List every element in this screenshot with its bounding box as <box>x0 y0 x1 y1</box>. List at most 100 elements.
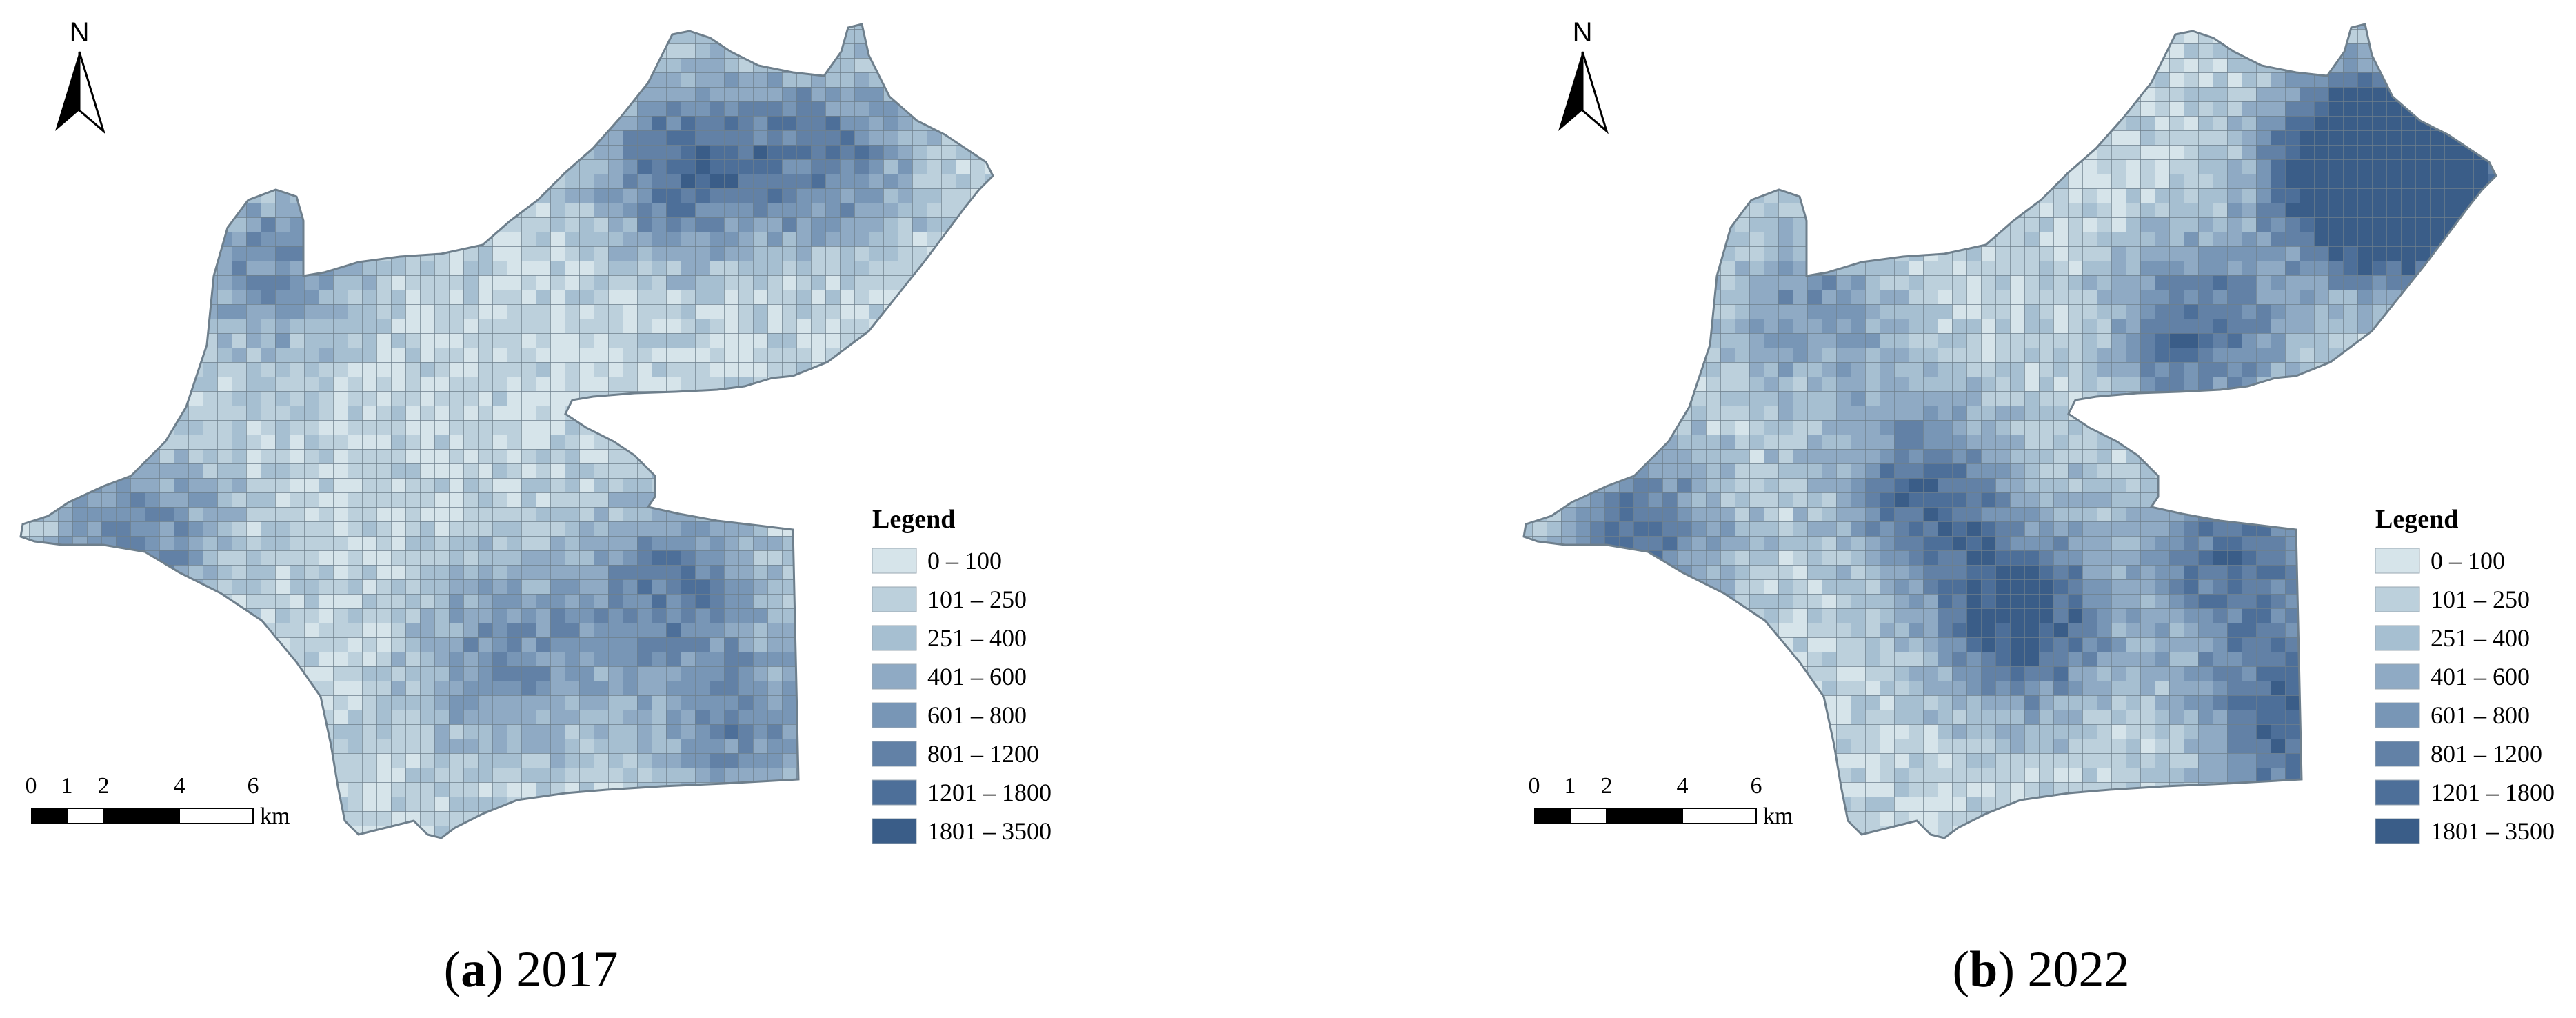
grid-cell <box>21 174 29 188</box>
grid-cell <box>941 290 956 304</box>
grid-cell <box>637 826 652 838</box>
grid-cell <box>2053 0 2068 14</box>
grid-cell <box>159 43 174 58</box>
grid-cell <box>521 43 536 58</box>
grid-cell <box>101 43 116 58</box>
grid-cell <box>21 565 29 579</box>
grid-cell <box>101 753 116 768</box>
grid-cell <box>811 406 825 420</box>
legend-label: 601 – 800 <box>927 701 1027 729</box>
grid-cell <box>1028 492 1043 507</box>
grid-cell <box>1981 43 1995 58</box>
grid-cell <box>623 43 637 58</box>
grid-cell <box>449 87 463 101</box>
grid-cell <box>565 797 579 811</box>
grid-cell <box>58 246 72 261</box>
grid-cell <box>0 261 14 275</box>
grid-cell <box>1633 87 1648 101</box>
grid-cell <box>492 72 507 87</box>
grid-cell <box>145 290 159 304</box>
grid-cell <box>565 101 579 116</box>
grid-cell <box>1720 0 1735 14</box>
grid-cell <box>681 406 695 420</box>
grid-cell <box>970 463 985 478</box>
grid-cell <box>840 840 854 855</box>
grid-cell <box>941 101 956 116</box>
grid-cell <box>521 58 536 72</box>
grid-cell <box>1028 623 1043 637</box>
grid-cell <box>275 159 290 174</box>
grid-cell <box>2140 24 2155 29</box>
grid-cell <box>767 507 782 521</box>
grid-cell <box>956 449 970 463</box>
grid-cell <box>116 232 130 246</box>
grid-cell <box>203 594 217 608</box>
grid-cell <box>724 855 738 869</box>
grid-cell <box>203 159 217 174</box>
grid-cell <box>0 232 14 246</box>
grid-cell <box>72 608 87 623</box>
grid-cell <box>536 811 550 826</box>
grid-cell <box>246 826 261 838</box>
grid-cell <box>21 406 29 420</box>
grid-cell <box>21 492 29 507</box>
grid-cell <box>710 826 724 838</box>
grid-cell <box>1720 116 1735 130</box>
grid-cell <box>130 362 145 377</box>
grid-cell <box>811 463 825 478</box>
grid-cell <box>956 319 970 333</box>
grid-cell <box>796 521 811 536</box>
grid-cell <box>2068 0 2082 14</box>
grid-cell <box>478 826 492 838</box>
grid-cell <box>203 58 217 72</box>
scale-bar: 0 1 2 4 6 km <box>26 773 290 829</box>
grid-cell <box>840 753 854 768</box>
grid-cell <box>58 652 72 666</box>
grid-cell <box>738 463 753 478</box>
grid-cell <box>594 87 608 101</box>
grid-cell <box>883 319 898 333</box>
grid-cell <box>58 449 72 463</box>
grid-cell <box>666 855 681 869</box>
grid-cell <box>753 507 767 521</box>
grid-cell <box>681 478 695 492</box>
grid-cell <box>188 290 203 304</box>
grid-cell <box>72 174 87 188</box>
grid-cell <box>290 811 304 826</box>
grid-cell <box>116 24 130 29</box>
grid-cell <box>0 507 14 521</box>
grid-cell <box>637 420 652 435</box>
grid-cell <box>116 666 130 681</box>
grid-cell <box>58 550 72 565</box>
grid-cell <box>275 724 290 739</box>
grid-cell <box>319 840 333 855</box>
grid-cell <box>58 681 72 695</box>
grid-cell <box>1909 24 1923 29</box>
grid-cell <box>565 145 579 159</box>
grid-cell <box>1604 0 1619 14</box>
grid-cell <box>72 246 87 261</box>
grid-cell <box>0 536 14 550</box>
grid-cell <box>898 449 912 463</box>
grid-cell <box>1619 0 1633 14</box>
grid-cell <box>724 463 738 478</box>
grid-cell <box>376 232 391 246</box>
grid-cell <box>43 290 58 304</box>
grid-cell <box>391 116 405 130</box>
grid-cell <box>1938 87 1952 101</box>
grid-cell <box>72 739 87 753</box>
grid-cell <box>463 101 478 116</box>
grid-cell <box>1706 72 1720 87</box>
grid-cell <box>463 87 478 101</box>
grid-cell <box>145 710 159 724</box>
grid-cell <box>2488 87 2496 101</box>
grid-cell <box>1662 43 1677 58</box>
grid-cell <box>999 72 1014 87</box>
grid-cell <box>116 565 130 579</box>
grid-cell <box>2184 0 2198 14</box>
grid-cell <box>2155 29 2169 43</box>
grid-cell <box>217 855 232 869</box>
grid-cell <box>203 203 217 217</box>
grid-cell <box>738 0 753 14</box>
grid-cell <box>348 24 362 29</box>
